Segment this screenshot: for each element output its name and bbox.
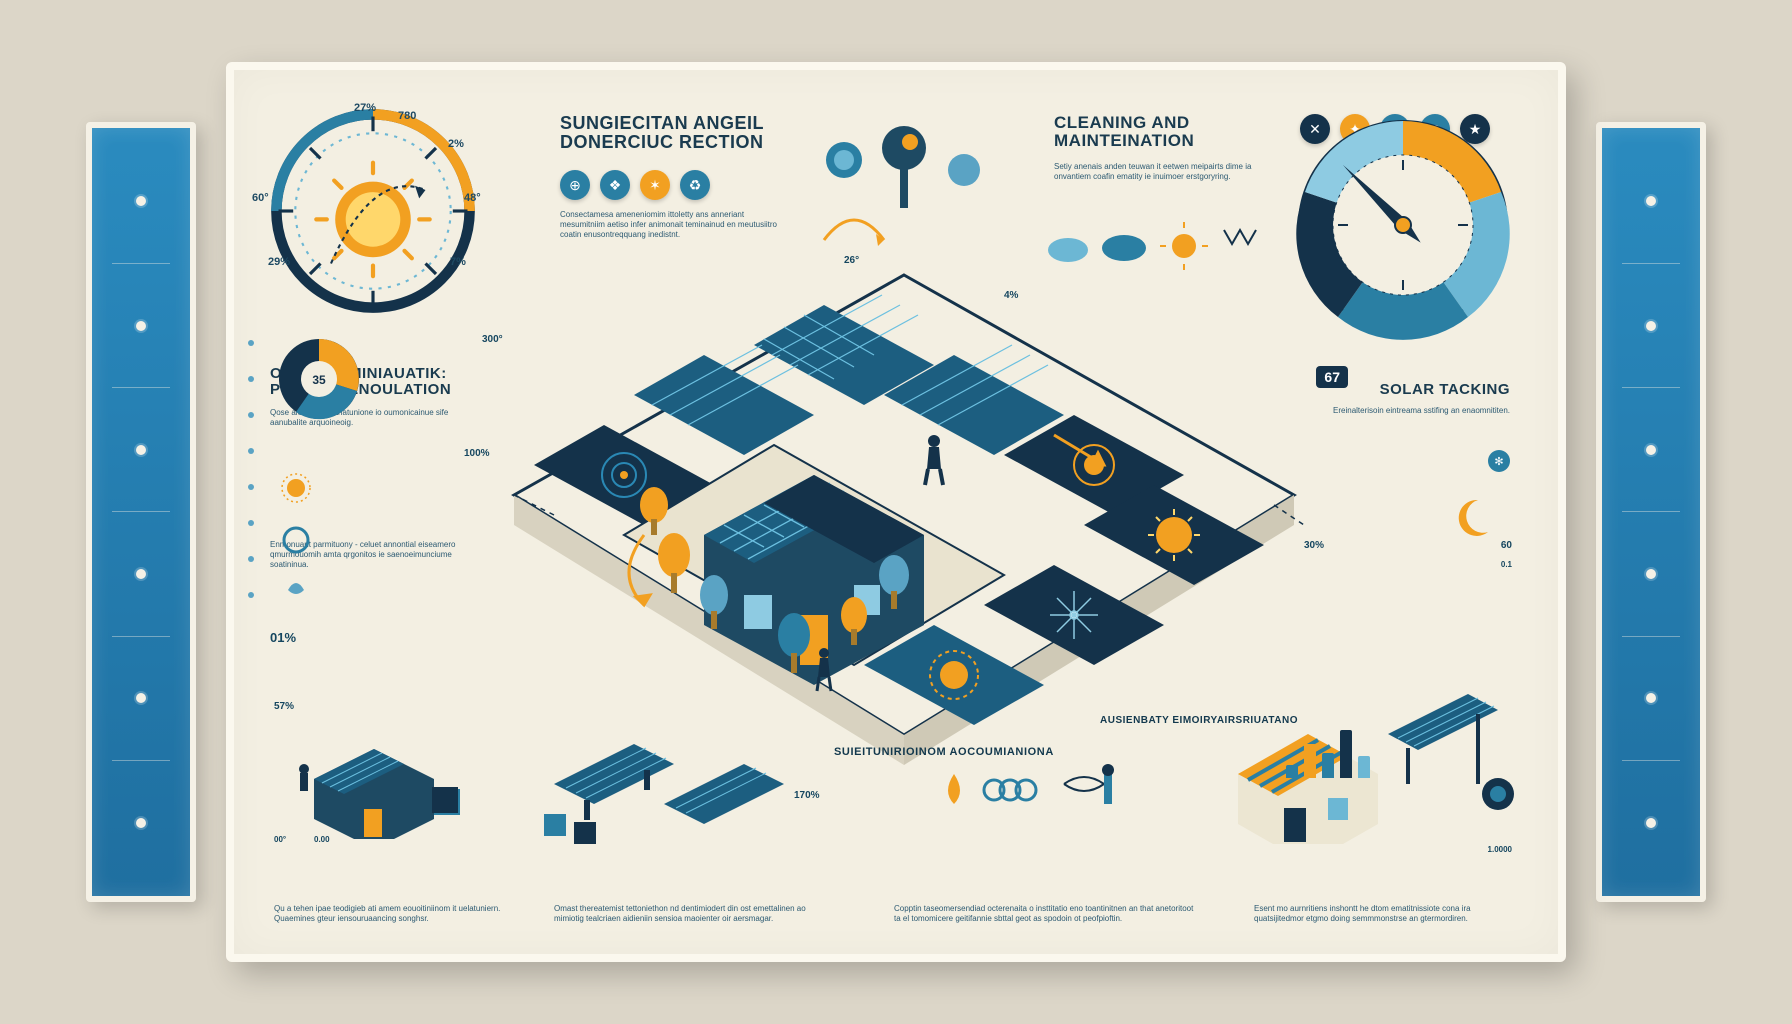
bar: [1340, 730, 1352, 778]
section-title-angle: SUNGIECITAN ANGEIL DONERCIUC RECTION: [560, 114, 764, 152]
left-side-panel: [86, 122, 196, 902]
panel-line: [1622, 263, 1681, 264]
panel-dot: [136, 196, 146, 206]
iso-tag: 26°: [844, 255, 859, 266]
section-title-tracking: SOLAR TACKING: [1380, 382, 1510, 398]
gauge-tick: 780: [398, 110, 416, 122]
panel-line: [112, 387, 171, 388]
top-decor-icons: [814, 120, 1014, 270]
panel-dot: [136, 693, 146, 703]
panel-line: [1622, 636, 1681, 637]
footnote: Copptin taseomersendiad octerenaita o in…: [894, 904, 1194, 924]
footnote: Omast thereatemist tettoniethon nd denti…: [554, 904, 834, 924]
bar: [1358, 756, 1370, 778]
panel-line: [112, 511, 171, 512]
panel-line: [112, 263, 171, 264]
misc-icons-row: [934, 754, 1134, 834]
isometric-scene: [494, 235, 1314, 795]
solar-tracking-dial: [1288, 110, 1518, 340]
iso-tag: 4%: [1004, 290, 1018, 301]
gauge-tick: 2%: [448, 138, 464, 150]
panel-line: [1622, 760, 1681, 761]
bl-stat: 0.00: [314, 835, 330, 844]
panel-dot: [1646, 321, 1656, 331]
panel-line: [1622, 387, 1681, 388]
gauge-tick: 27%: [354, 102, 376, 114]
section-body-cleaning: Setiy anenais anden teuwan it eetwen mei…: [1054, 162, 1264, 182]
bar: [1322, 753, 1334, 778]
right-stat: 60: [1501, 540, 1512, 551]
panel-dot: [136, 445, 146, 455]
mini-scene-left: [294, 719, 444, 844]
panel-line: [112, 636, 171, 637]
panel-dot: [1646, 693, 1656, 703]
infographic-canvas: 27% 780 2% 48° 7% 60° 29% SUNGIECITAN AN…: [226, 62, 1566, 962]
panel-line: [1622, 511, 1681, 512]
gauge-tick: 29%: [268, 256, 290, 268]
bar: [1286, 765, 1298, 778]
iso-tag: 30%: [1304, 540, 1324, 551]
panel-dot: [136, 818, 146, 828]
bl-stat: 57%: [274, 701, 294, 712]
badge-icon: ❖: [600, 170, 630, 200]
panel-dot: [136, 569, 146, 579]
iso-tag: 300°: [482, 334, 503, 345]
standing-panel: [1368, 674, 1518, 824]
ground-panels: [534, 714, 794, 854]
top-center-icons: ⊕ ❖ ✶ ♻: [560, 170, 710, 200]
left-dot-guide: [248, 340, 254, 598]
section-title-cleaning: CLEANING AND MAINTEINATION: [1054, 114, 1194, 150]
svg-text:35: 35: [312, 373, 326, 387]
trees: [640, 487, 909, 673]
right-side-panel: [1596, 122, 1706, 902]
moon-icon: [1448, 490, 1498, 550]
sun-angle-gauge: 27% 780 2% 48° 7% 60° 29%: [268, 106, 478, 316]
bl-stat: 00°: [274, 835, 286, 844]
section-body-tracking: Ereinalterisoin eintreama sstifing an en…: [1333, 406, 1510, 416]
panel-dot: [1646, 569, 1656, 579]
badge-icon: ✶: [640, 170, 670, 200]
weather-icons: [1044, 220, 1284, 280]
section-body-angle: Consectamesa ameneniomim ittoletty ans a…: [560, 210, 780, 240]
footnote: Qu a tehen ipae teodigieb ati amem eouoi…: [274, 904, 504, 924]
footnote: Esent mo aurnritiens inshontt he dtom em…: [1254, 904, 1514, 924]
mini-bar-chart: [1286, 718, 1370, 778]
right-stat: 1.0000: [1488, 845, 1512, 854]
panel-line: [112, 760, 171, 761]
panel-dot: [1646, 196, 1656, 206]
left-stat: 01%: [270, 630, 296, 645]
panel-dot: [136, 321, 146, 331]
mini-pie-chart: 35: [278, 338, 360, 420]
gauge-tick: 7%: [450, 256, 466, 268]
iso-tag: 170%: [794, 790, 820, 801]
iso-tag: 100%: [464, 448, 490, 459]
sun-icon-column: [276, 470, 316, 630]
tracking-stat: 67: [1316, 366, 1348, 388]
panel-dot: [1646, 445, 1656, 455]
right-stat: 0.1: [1501, 560, 1512, 569]
badge-icon: ♻: [680, 170, 710, 200]
gauge-tick: 60°: [252, 192, 269, 204]
snowflake-icon: ✻: [1488, 450, 1510, 472]
bar: [1304, 744, 1316, 778]
badge-icon: ⊕: [560, 170, 590, 200]
panel-dot: [1646, 818, 1656, 828]
gauge-tick: 48°: [464, 192, 481, 204]
